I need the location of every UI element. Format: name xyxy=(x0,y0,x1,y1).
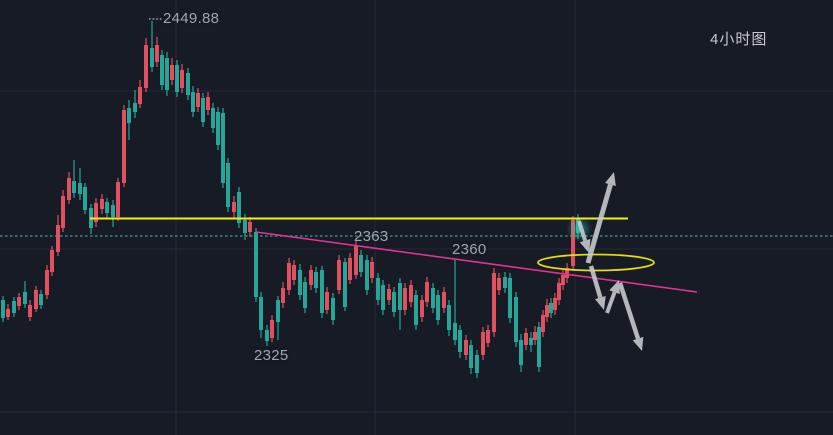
current-candle-glow xyxy=(566,216,592,242)
big-bounce-up-arrow[interactable] xyxy=(585,172,616,264)
small-pullback-up-arrow[interactable] xyxy=(605,280,620,314)
descending-trendline[interactable] xyxy=(255,231,698,293)
continuation-down-arrow[interactable] xyxy=(617,282,644,351)
candles-group xyxy=(1,21,580,378)
break-below-arrow[interactable] xyxy=(588,265,606,310)
scenario-arrows xyxy=(577,172,644,351)
highlight-ellipse[interactable] xyxy=(537,253,655,272)
drop-to-support-arrow[interactable] xyxy=(577,220,591,253)
